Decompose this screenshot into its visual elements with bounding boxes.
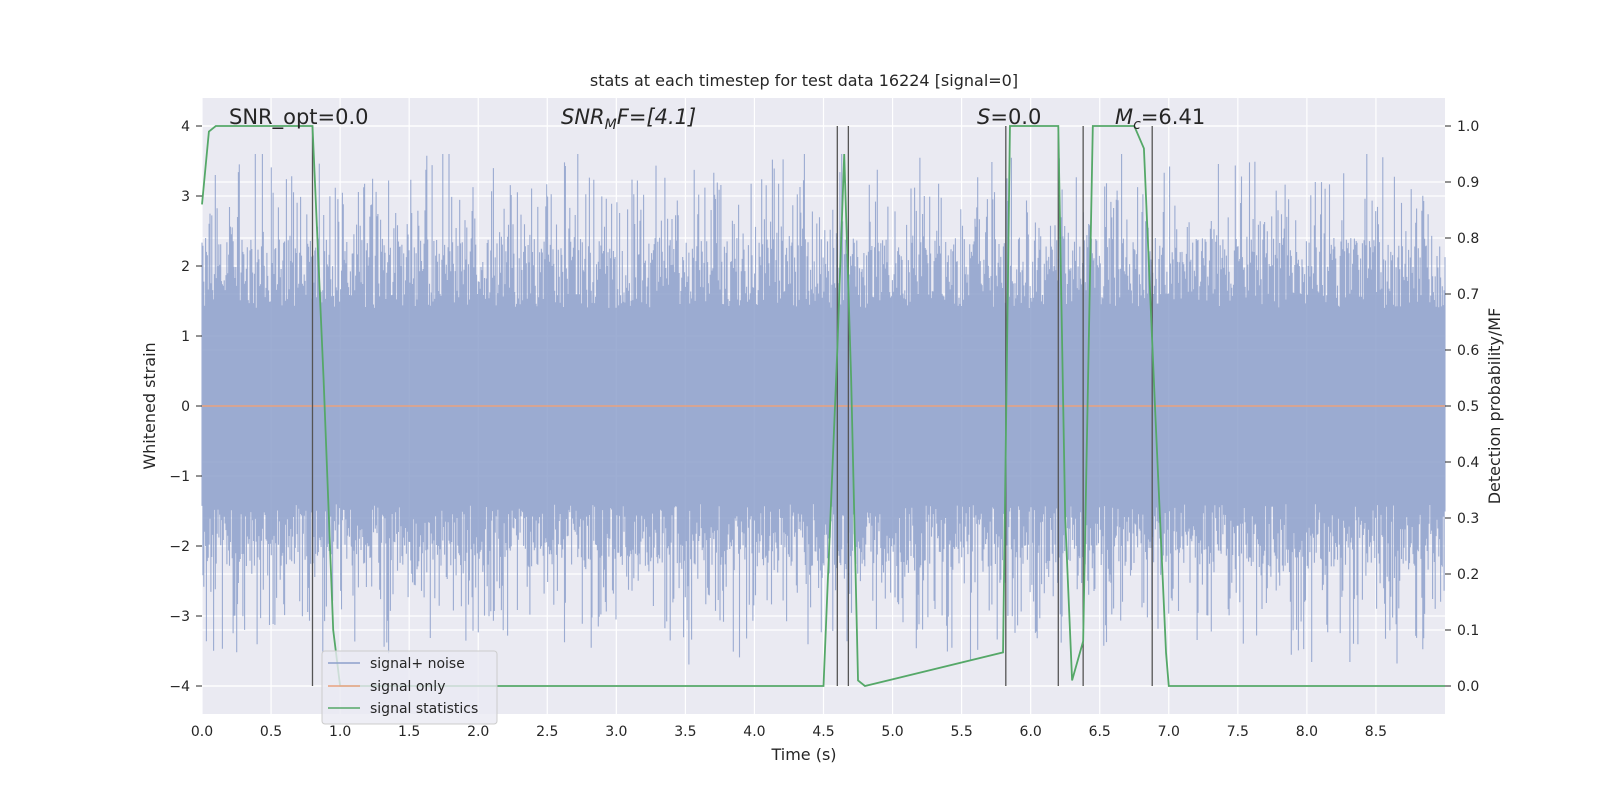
s-annotation: S=0.0: [977, 105, 1041, 129]
x-tick-label: 0.5: [260, 724, 282, 740]
legend: signal+ noise signal only signal statist…: [321, 650, 498, 725]
y-left-tick-label: −2: [169, 539, 190, 555]
legend-label-signal-statistics: signal statistics: [370, 701, 478, 717]
y-left-tick-label: 0: [181, 399, 190, 415]
y-right-tick-label: 0.4: [1457, 455, 1479, 471]
y-right-axis-label: Detection probability/MF: [1485, 308, 1504, 505]
x-tick-label: 5.5: [950, 724, 972, 740]
x-tick-label: 6.5: [1089, 724, 1111, 740]
x-tick-label: 0.0: [191, 724, 213, 740]
y-right-tick-label: 0.5: [1457, 399, 1479, 415]
y-right-tick-label: 1.0: [1457, 119, 1479, 135]
x-tick-label: 1.5: [398, 724, 420, 740]
x-tick-label: 7.5: [1227, 724, 1249, 740]
snr-mf-annotation: SNRMF=[4.1]: [561, 105, 696, 133]
y-left-tick-label: −4: [169, 679, 190, 695]
y-right-tick-labels: 1.0 0.9 0.8 0.7 0.6 0.5 0.4 0.3 0.2 0.1 0.0: [1445, 119, 1479, 695]
x-tick-labels: 0.0 0.5 1.0 1.5 2.0 2.5 3.0 3.5 4.0 4.5 5.0 5.5 6.0 6…: [191, 724, 1387, 740]
y-right-tick-label: 0.7: [1457, 287, 1479, 303]
signal-noise-series: [201, 154, 1446, 665]
x-tick-label: 4.0: [743, 724, 765, 740]
y-left-tick-label: 4: [181, 119, 190, 135]
signal-noise-line: [201, 154, 1446, 665]
y-left-tick-label: −1: [169, 469, 190, 485]
y-left-tick-label: −3: [169, 609, 190, 625]
signal-statistics-line: [201, 125, 1445, 687]
x-tick-label: 3.0: [605, 724, 627, 740]
vertical-markers: [311, 126, 1153, 686]
x-tick-label: 2.0: [467, 724, 489, 740]
y-left-tick-label: 3: [181, 189, 190, 205]
y-right-tick-label: 0.8: [1457, 231, 1479, 247]
x-tick-label: 1.0: [329, 724, 351, 740]
x-axis-label: Time (s): [770, 745, 836, 764]
y-right-tick-label: 0.0: [1457, 679, 1479, 695]
chart-title: stats at each timestep for test data 162…: [590, 71, 1018, 90]
y-left-tick-label: 2: [181, 259, 190, 275]
y-right-tick-label: 0.1: [1457, 623, 1479, 639]
x-tick-label: 3.5: [674, 724, 696, 740]
x-tick-label: 7.0: [1158, 724, 1180, 740]
x-tick-label: 5.0: [881, 724, 903, 740]
x-tick-label: 8.5: [1365, 724, 1387, 740]
legend-box: [321, 650, 498, 725]
legend-label-signal-noise: signal+ noise: [370, 656, 465, 672]
y-right-tick-label: 0.3: [1457, 511, 1479, 527]
mc-annotation: Mc=6.41: [1115, 105, 1205, 133]
x-tick-label: 8.0: [1296, 724, 1318, 740]
y-right-tick-label: 0.6: [1457, 343, 1479, 359]
y-left-tick-labels: 4 3 2 1 0 −1 −2 −3 −4: [169, 119, 202, 695]
y-right-tick-label: 0.2: [1457, 567, 1479, 583]
y-left-axis-label: Whitened strain: [140, 342, 159, 469]
legend-label-signal-only: signal only: [370, 679, 445, 695]
signal-statistics-series: [201, 125, 1445, 687]
y-left-tick-label: 1: [181, 329, 190, 345]
snr-opt-annotation: SNR_opt=0.0: [229, 105, 369, 130]
x-tick-label: 6.0: [1020, 724, 1042, 740]
x-tick-label: 4.5: [812, 724, 834, 740]
x-tick-label: 2.5: [536, 724, 558, 740]
y-right-tick-label: 0.9: [1457, 175, 1479, 191]
